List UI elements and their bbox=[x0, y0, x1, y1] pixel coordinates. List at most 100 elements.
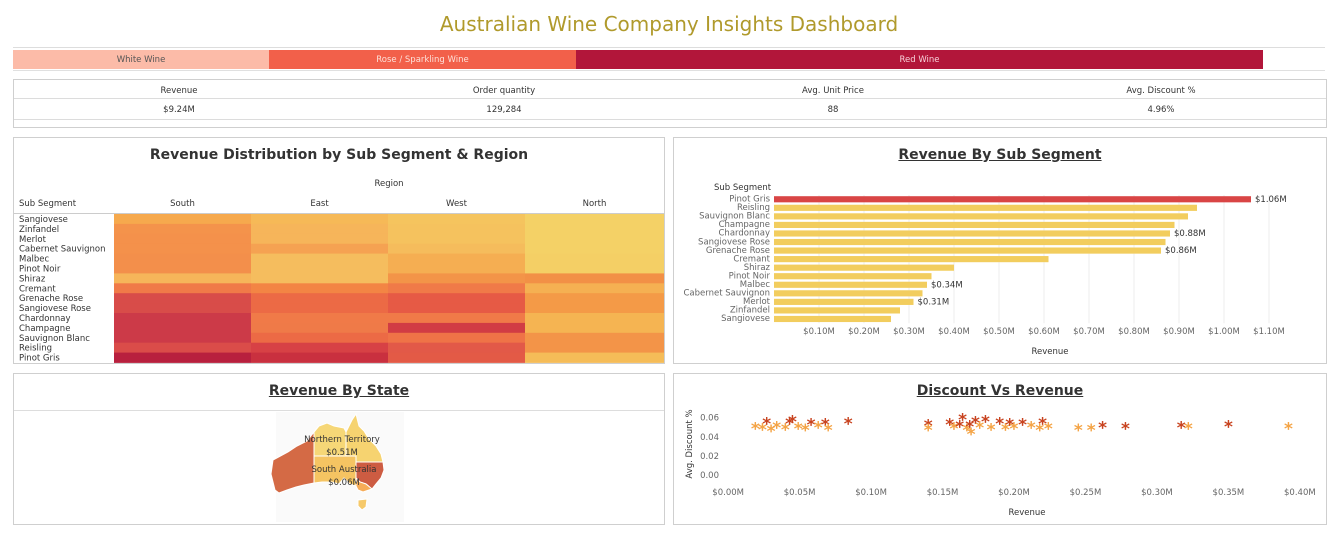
heatmap-cell[interactable] bbox=[525, 283, 664, 294]
heatmap-cell[interactable] bbox=[525, 332, 664, 344]
heatmap-cell[interactable] bbox=[114, 243, 251, 254]
scatter-point[interactable]: * bbox=[821, 415, 830, 435]
scatter-point[interactable]: * bbox=[967, 425, 976, 445]
scatter-point[interactable]: * bbox=[945, 415, 954, 435]
heatmap-cell[interactable] bbox=[114, 313, 251, 324]
heatmap-cell[interactable] bbox=[388, 352, 525, 363]
heatmap-cell[interactable] bbox=[388, 253, 525, 264]
bar[interactable] bbox=[774, 290, 923, 297]
heatmap-cell[interactable] bbox=[251, 303, 388, 314]
bar[interactable] bbox=[774, 315, 891, 323]
heatmap-cell[interactable] bbox=[525, 243, 664, 254]
heatmap-cell[interactable] bbox=[525, 214, 664, 225]
segment-white-wine[interactable]: White Wine bbox=[13, 50, 269, 69]
heatmap-cell[interactable] bbox=[388, 233, 525, 245]
scatter-point[interactable]: * bbox=[995, 415, 1004, 435]
scatter-point[interactable]: * bbox=[1074, 421, 1083, 441]
scatter-point[interactable]: * bbox=[1184, 419, 1193, 439]
heatmap-cell[interactable] bbox=[525, 352, 664, 363]
state-western-australia[interactable] bbox=[270, 430, 315, 494]
heatmap-cell[interactable] bbox=[114, 273, 251, 284]
scatter-point[interactable]: * bbox=[1098, 418, 1107, 438]
heatmap-cell[interactable] bbox=[251, 273, 388, 284]
heatmap-cell[interactable] bbox=[388, 283, 525, 294]
heatmap-cell[interactable] bbox=[525, 223, 664, 235]
heatmap-cell[interactable] bbox=[251, 263, 388, 274]
scatter-point[interactable]: * bbox=[1177, 418, 1186, 438]
heatmap-cell[interactable] bbox=[251, 223, 388, 235]
heatmap-cell[interactable] bbox=[388, 263, 525, 274]
heatmap-cell[interactable] bbox=[525, 293, 664, 304]
heatmap-cell[interactable] bbox=[251, 352, 388, 363]
heatmap-cell[interactable] bbox=[114, 342, 251, 353]
heatmap-cell[interactable] bbox=[251, 322, 388, 334]
heatmap-cell[interactable] bbox=[525, 322, 664, 334]
heatmap-cell[interactable] bbox=[388, 313, 525, 324]
scatter-point[interactable]: * bbox=[965, 417, 974, 437]
scatter-point[interactable]: * bbox=[958, 411, 967, 431]
scatter-point[interactable]: * bbox=[767, 422, 776, 442]
scatter-point[interactable]: * bbox=[762, 415, 771, 435]
scatter-point[interactable]: * bbox=[924, 416, 933, 436]
heatmap-cell[interactable] bbox=[114, 332, 251, 344]
heatmap-cell[interactable] bbox=[251, 313, 388, 324]
heatmap-cell[interactable] bbox=[525, 342, 664, 353]
segment-red-wine[interactable]: Red Wine bbox=[576, 50, 1263, 69]
scatter-point[interactable]: * bbox=[772, 418, 781, 438]
heatmap-cell[interactable] bbox=[388, 303, 525, 314]
scatter-point[interactable]: * bbox=[1018, 415, 1027, 435]
heatmap-cell[interactable] bbox=[525, 253, 664, 264]
bar[interactable] bbox=[774, 298, 914, 305]
scatter-point[interactable]: * bbox=[1001, 420, 1010, 440]
scatter-point[interactable]: * bbox=[955, 417, 964, 437]
scatter-point[interactable]: * bbox=[1010, 419, 1019, 439]
bar[interactable] bbox=[774, 281, 927, 288]
heatmap-cell[interactable] bbox=[251, 214, 388, 225]
heatmap-cell[interactable] bbox=[251, 293, 388, 304]
segment-rose-sparkling-wine[interactable]: Rose / Sparkling Wine bbox=[269, 50, 576, 69]
heatmap-cell[interactable] bbox=[251, 342, 388, 353]
heatmap-cell[interactable] bbox=[114, 253, 251, 264]
scatter-point[interactable]: * bbox=[824, 421, 833, 441]
heatmap-cell[interactable] bbox=[251, 283, 388, 294]
scatter-point[interactable]: * bbox=[781, 420, 790, 440]
scatter-point[interactable]: * bbox=[962, 421, 971, 441]
heatmap-cell[interactable] bbox=[114, 263, 251, 274]
bar[interactable] bbox=[774, 238, 1166, 246]
scatter-point[interactable]: * bbox=[1087, 421, 1096, 441]
scatter-point[interactable]: * bbox=[1027, 418, 1036, 438]
heatmap-cell[interactable] bbox=[525, 313, 664, 324]
heatmap-cell[interactable] bbox=[114, 293, 251, 304]
heatmap-cell[interactable] bbox=[525, 233, 664, 245]
heatmap-cell[interactable] bbox=[114, 214, 251, 225]
bar[interactable] bbox=[774, 256, 1049, 263]
heatmap-cell[interactable] bbox=[114, 233, 251, 245]
state-tasmania[interactable] bbox=[357, 498, 368, 511]
scatter-point[interactable]: * bbox=[807, 415, 816, 435]
heatmap-cell[interactable] bbox=[114, 223, 251, 235]
heatmap-cell[interactable] bbox=[388, 293, 525, 304]
bar[interactable] bbox=[774, 221, 1175, 228]
scatter-point[interactable]: * bbox=[1044, 419, 1053, 439]
scatter-point[interactable]: * bbox=[1038, 415, 1047, 435]
scatter-point[interactable]: * bbox=[981, 413, 990, 433]
heatmap-cell[interactable] bbox=[114, 283, 251, 294]
heatmap-cell[interactable] bbox=[251, 253, 388, 264]
bar[interactable] bbox=[774, 273, 932, 280]
scatter-point[interactable]: * bbox=[924, 421, 933, 441]
bar[interactable] bbox=[774, 264, 954, 271]
bar[interactable] bbox=[774, 213, 1188, 220]
scatter-point[interactable]: * bbox=[971, 414, 980, 434]
heatmap-cell[interactable] bbox=[388, 223, 525, 235]
heatmap-cell[interactable] bbox=[525, 273, 664, 284]
heatmap-cell[interactable] bbox=[388, 322, 525, 334]
heatmap-cell[interactable] bbox=[388, 214, 525, 225]
scatter-point[interactable]: * bbox=[1224, 417, 1233, 437]
scatter-point[interactable]: * bbox=[758, 420, 767, 440]
bar[interactable] bbox=[774, 230, 1170, 237]
bar[interactable] bbox=[774, 247, 1161, 254]
bar[interactable] bbox=[774, 196, 1251, 203]
bar[interactable] bbox=[774, 204, 1197, 211]
scatter-point[interactable]: * bbox=[950, 419, 959, 439]
heatmap-cell[interactable] bbox=[114, 352, 251, 363]
